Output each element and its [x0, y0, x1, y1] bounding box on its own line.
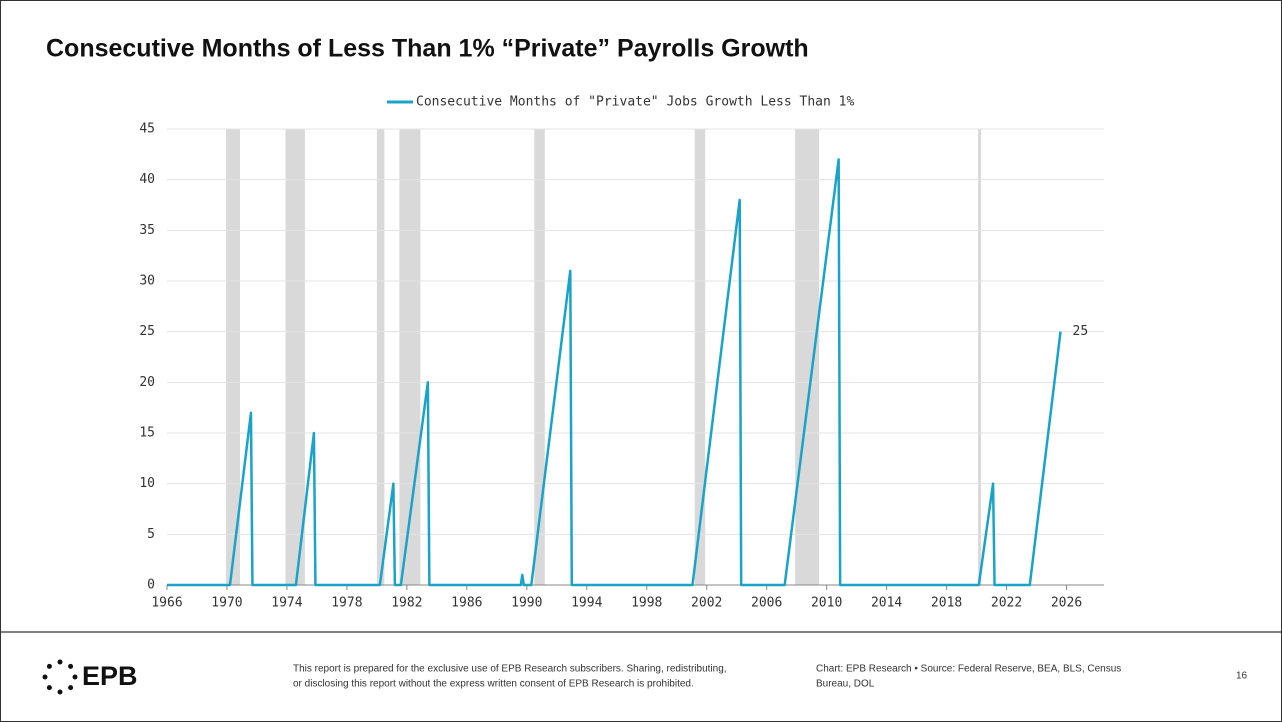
- y-tick-label: 10: [139, 476, 155, 491]
- page-number: 16: [1236, 671, 1248, 682]
- chart-title: Consecutive Months of Less Than 1% “Priv…: [46, 35, 809, 63]
- disclaimer: This report is prepared for the exclusiv…: [293, 664, 727, 675]
- x-tick-label: 1978: [331, 596, 362, 611]
- y-tick-label: 35: [139, 223, 155, 238]
- y-tick-label: 45: [139, 122, 155, 137]
- recession-band: [795, 129, 820, 585]
- x-tick-label: 1982: [391, 596, 422, 611]
- x-tick-label: 1970: [211, 596, 242, 611]
- y-tick-label: 0: [147, 578, 155, 593]
- recession-band: [376, 129, 385, 585]
- end-label: 25: [1073, 324, 1089, 339]
- x-tick-label: 2026: [1051, 596, 1082, 611]
- x-tick-label: 1974: [271, 596, 302, 611]
- legend-label: Consecutive Months of "Private" Jobs Gro…: [416, 95, 854, 110]
- source: Bureau, DOL: [816, 679, 875, 690]
- y-tick-label: 30: [139, 274, 155, 289]
- recession-band: [978, 129, 982, 585]
- recession-band: [534, 129, 545, 585]
- series-line: [167, 158, 1062, 587]
- y-tick-label: 20: [139, 375, 155, 390]
- x-tick-label: 2002: [691, 596, 722, 611]
- recession-band: [694, 129, 706, 585]
- x-tick-label: 2010: [811, 596, 842, 611]
- y-tick-label: 15: [139, 426, 155, 441]
- y-tick-label: 5: [147, 527, 155, 542]
- disclaimer: or disclosing this report without the ex…: [293, 679, 694, 690]
- logo-icon: [42, 659, 78, 695]
- source: Chart: EPB Research • Source: Federal Re…: [816, 664, 1121, 675]
- recession-band: [285, 129, 305, 585]
- x-tick-label: 1994: [571, 596, 602, 611]
- x-tick-label: 2006: [751, 596, 782, 611]
- x-tick-label: 1966: [151, 596, 182, 611]
- recession-band: [226, 129, 241, 585]
- y-tick-label: 25: [139, 324, 155, 339]
- x-tick-label: 2014: [871, 596, 902, 611]
- logo-text: EPB: [82, 661, 138, 691]
- x-tick-label: 1998: [631, 596, 662, 611]
- x-tick-label: 1986: [451, 596, 482, 611]
- x-tick-label: 2022: [991, 596, 1022, 611]
- x-tick-label: 1990: [511, 596, 542, 611]
- y-tick-label: 40: [139, 172, 155, 187]
- x-tick-label: 2018: [931, 596, 962, 611]
